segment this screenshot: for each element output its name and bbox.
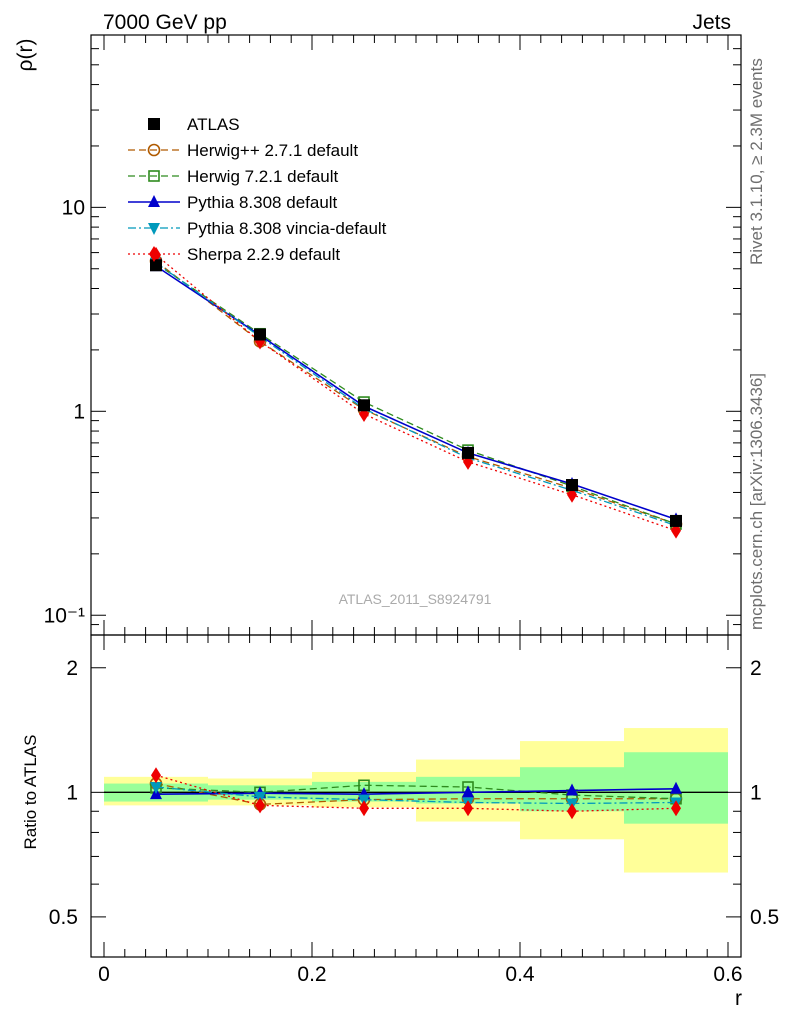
main-atlas-data-point: [670, 514, 682, 527]
legend-item: ATLAS: [148, 115, 240, 134]
legend-item: Pythia 8.308 default: [128, 193, 338, 212]
ratio-y-tick-label-right: 0.5: [750, 906, 779, 929]
ratio-y-tick-label-right: 1: [750, 782, 762, 805]
ratio-series-line: [155, 786, 677, 805]
legend-label: ATLAS: [187, 115, 240, 134]
legend-marker: [148, 118, 160, 130]
legend-label: Herwig++ 2.7.1 default: [187, 141, 358, 160]
ratio-data-point: [463, 800, 473, 817]
legend: ATLAS Herwig++ 2.7.1 default Herwig 7.2.1 …: [128, 115, 387, 264]
main-atlas-data-point: [462, 446, 474, 459]
ratio-data-point: [670, 781, 682, 794]
main-series-line: [155, 262, 677, 527]
legend-label: Pythia 8.308 vincia-default: [187, 219, 387, 238]
ratio-data-point: [671, 800, 681, 817]
ratio-panel: 2 2 1 1 0.5 0.5 0 0.2 0.4 0.6: [49, 634, 779, 986]
analysis-watermark: ATLAS_2011_S8924791: [339, 591, 492, 607]
rivet-version-label: Rivet 3.1.10, ≥ 2.3M events: [747, 58, 766, 265]
legend-marker: [148, 170, 160, 182]
ratio-data-point: [150, 782, 162, 795]
main-atlas-data-point: [358, 399, 370, 412]
ratio-y-tick-label: 2: [66, 657, 78, 680]
main-series-line: [155, 265, 677, 521]
ratio-data-point: [151, 767, 161, 784]
ratio-series-line: [155, 784, 677, 800]
mcplots-source-label: mcplots.cern.ch [arXiv:1306.3436]: [747, 373, 766, 630]
ratio-series-line: [155, 774, 677, 812]
header-left: 7000 GeV pp: [103, 11, 227, 34]
legend-label: Herwig 7.2.1 default: [187, 167, 338, 186]
ratio-y-tick-label: 1: [66, 782, 78, 805]
x-tick-label: 0.4: [505, 963, 535, 986]
legend-marker: [148, 195, 160, 207]
ratio-data-point: [566, 783, 578, 796]
main-series-line: [155, 260, 677, 525]
legend-marker: [147, 143, 161, 157]
main-atlas-data-point: [254, 328, 266, 341]
main-y-tick-label: 10: [62, 197, 85, 220]
ratio-y-tick-label: 0.5: [49, 906, 78, 929]
main-y-tick-label: 10⁻¹: [44, 605, 85, 628]
ratio-data-point: [567, 803, 577, 820]
legend-marker: [148, 223, 160, 235]
main-series-line: [155, 263, 677, 525]
legend-item: Herwig++ 2.7.1 default: [128, 141, 358, 160]
legend-label: Sherpa 2.2.9 default: [187, 245, 340, 264]
ratio-y-axis-label: Ratio to ATLAS: [21, 735, 40, 850]
main-y-axis-label: ρ(r): [14, 39, 37, 72]
ratio-y-tick-label-right: 2: [750, 657, 762, 680]
legend-marker: [149, 246, 159, 262]
legend-label: Pythia 8.308 default: [187, 193, 338, 212]
main-atlas-data-point: [566, 479, 578, 492]
main-panel: 10 1 10⁻¹ ATLAS Herwig++ 2.7.1 default Herwig…: [44, 34, 742, 636]
x-tick-label: 0: [98, 963, 110, 986]
ratio-data-point: [255, 797, 265, 814]
legend-item: Herwig 7.2.1 default: [128, 167, 338, 186]
x-tick-label: 0.2: [297, 963, 326, 986]
legend-item: Sherpa 2.2.9 default: [128, 245, 340, 264]
header-right: Jets: [692, 11, 731, 34]
ratio-x-axis-label: r: [735, 987, 742, 1010]
legend-item: Pythia 8.308 vincia-default: [128, 219, 387, 238]
x-tick-label: 0.6: [713, 963, 742, 986]
ratio-data-point: [462, 785, 474, 798]
ratio-data-point: [359, 800, 369, 817]
main-atlas-data-point: [150, 259, 162, 272]
main-series-line: [155, 254, 677, 532]
ratio-series-line: [155, 787, 677, 795]
main-y-tick-label: 1: [73, 401, 85, 424]
